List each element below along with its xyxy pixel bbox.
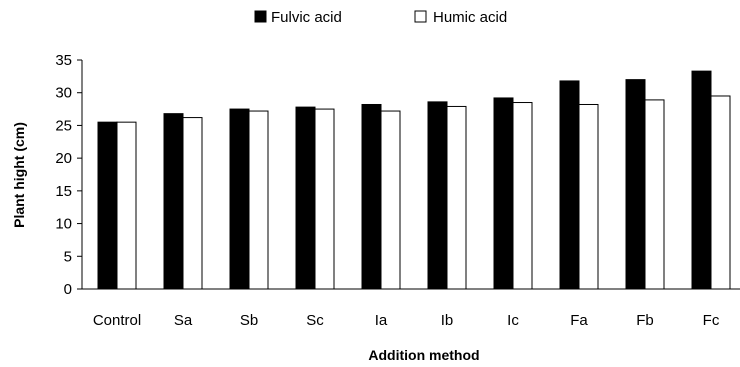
bar-humic-acid-sb (248, 110, 269, 290)
bar-humic-acid-ia (380, 110, 401, 290)
x-tick-label-fb: Fb (636, 312, 654, 329)
bar-humic-acid-sa (182, 117, 203, 290)
bar-humic-acid-control (116, 121, 137, 290)
y-tick-label: 35 (55, 52, 72, 69)
y-tick-label: 25 (55, 117, 72, 134)
x-axis-labels: Control Sa Sb Sc Ia Ib Ic Fa Fb Fc (93, 312, 720, 329)
bar-humic-acid-fb (644, 99, 665, 290)
x-tick-label-ia: Ia (375, 312, 388, 329)
y-tick-label: 30 (55, 85, 72, 102)
bar-fulvic-acid-sc (295, 106, 316, 290)
bar-fulvic-acid-sb (229, 108, 250, 290)
x-tick-label-sb: Sb (240, 312, 258, 329)
y-tick-label: 0 (64, 281, 72, 298)
x-tick-label-fa: Fa (570, 312, 588, 329)
x-tick-label-control: Control (93, 312, 141, 329)
bar-fulvic-acid-control (97, 121, 118, 290)
legend: Fulvic acid Humic acid (254, 9, 507, 26)
bar-fulvic-acid-ic (493, 97, 514, 290)
x-tick-label-ib: Ib (441, 312, 454, 329)
legend-label-humic-acid: Humic acid (433, 9, 507, 26)
legend-swatch-fulvic-acid (254, 10, 267, 23)
y-axis-ticks: 0 5 10 15 20 25 30 35 (55, 52, 82, 298)
bar-humic-acid-ic (512, 102, 533, 290)
y-tick-label: 5 (64, 248, 72, 265)
bar-fulvic-acid-sa (163, 113, 184, 290)
bar-fulvic-acid-fb (625, 79, 646, 290)
x-tick-label-fc: Fc (703, 312, 720, 329)
bar-humic-acid-sc (314, 108, 335, 290)
bars (97, 70, 731, 290)
legend-label-fulvic-acid: Fulvic acid (271, 9, 342, 26)
x-tick-label-sc: Sc (306, 312, 324, 329)
y-axis-title: Plant hight (cm) (11, 122, 27, 228)
y-tick-label: 20 (55, 150, 72, 167)
bar-humic-acid-fc (710, 95, 731, 290)
bar-fulvic-acid-ib (427, 101, 448, 290)
bar-fulvic-acid-fc (691, 70, 712, 290)
legend-swatch-humic-acid (414, 10, 427, 23)
bar-humic-acid-ib (446, 105, 467, 290)
x-axis-title: Addition method (368, 347, 479, 363)
bar-humic-acid-fa (578, 103, 599, 290)
y-tick-label: 15 (55, 183, 72, 200)
bar-fulvic-acid-fa (559, 80, 580, 290)
x-tick-label-ic: Ic (507, 312, 519, 329)
y-tick-label: 10 (55, 216, 72, 233)
bar-fulvic-acid-ia (361, 103, 382, 290)
x-tick-label-sa: Sa (174, 312, 193, 329)
